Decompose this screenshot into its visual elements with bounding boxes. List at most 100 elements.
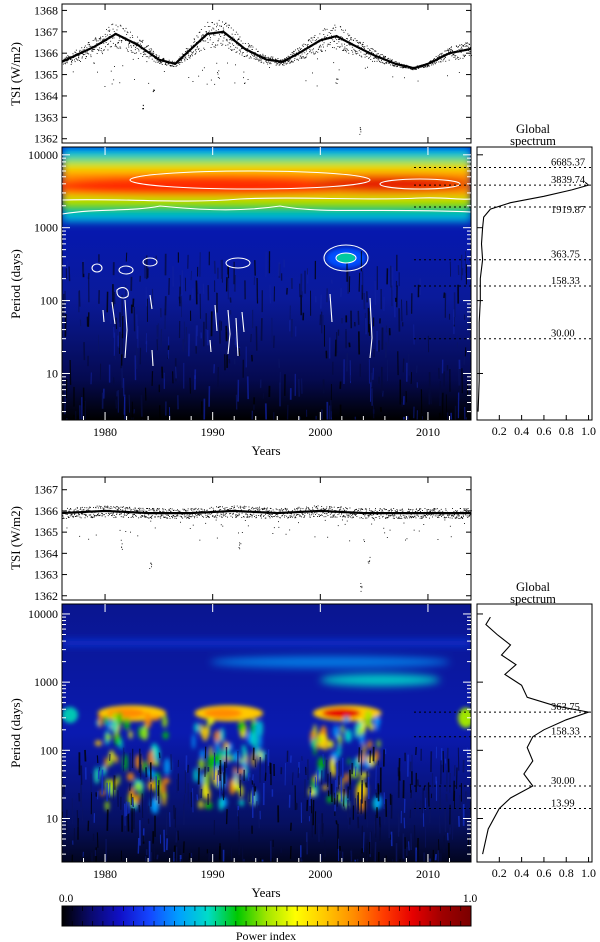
tsi-point [423,514,425,516]
tsi-dip-point [368,562,370,564]
tsi-point [433,58,434,60]
tsi-point [223,29,225,31]
tsi-point [142,56,144,57]
tsi-point [117,508,119,510]
tsi-point [370,59,372,60]
tsi-point [445,517,446,519]
tsi-point [201,508,203,510]
tsi-point [105,46,106,48]
tsi-point [70,508,71,509]
tsi-point [383,56,384,58]
tsi-point [87,516,88,518]
tsi-point [77,507,78,509]
tsi-point [241,54,243,56]
tsi-point [144,53,145,55]
wavelet-feature-blob [151,797,159,815]
tsi-point [357,510,359,512]
tsi-point [82,513,84,515]
tsi-point [165,62,166,64]
tsi-point [91,45,93,47]
wavelet-feature-blob [153,759,160,767]
tsi-dip-point [240,543,242,545]
wavelet-feature-blob [117,711,123,726]
tsi-point [436,508,438,510]
tsi-point [255,58,257,60]
tsi-point [411,516,413,517]
tsi-point [370,55,371,57]
tsi-point [307,45,308,47]
tsi-point [387,58,389,60]
tsi-point [379,61,380,62]
tsi-point [84,517,86,519]
tsi-point [128,42,130,43]
tsi-point [290,515,292,517]
tsi-point [232,49,234,51]
tsi-point [193,51,194,53]
tsi-point [108,43,109,45]
tsi-point [62,518,64,519]
tsi-point [223,35,225,36]
tsi-point [141,45,142,47]
tsi-point [380,511,382,513]
tsi-point [130,45,132,47]
tsi-point [348,52,350,54]
tsi-point [452,508,453,509]
tsi-point [455,517,457,519]
wavelet-noise-streak [434,854,437,861]
tsi-point [292,52,294,54]
tsi-point [301,44,303,46]
tsi-point [115,24,117,26]
tsi-point [314,512,316,514]
tsi-dip-point [121,546,123,548]
tsi-point [173,65,175,67]
tsi-point [212,27,214,29]
tsi-point [93,62,95,64]
tsi-point [334,510,336,511]
tsi-y-tick-label: 1367 [34,25,58,39]
tsi-point [279,517,281,519]
tsi-point [76,510,78,512]
tsi-point [333,516,335,518]
tsi-point [323,508,325,510]
tsi-point [377,53,379,55]
tsi-point [275,514,276,516]
wavelet-feature-blob [98,712,103,728]
tsi-point [351,514,353,516]
tsi-point [244,43,246,44]
tsi-trend-line [61,509,471,515]
tsi-point [93,49,94,50]
tsi-point [148,57,150,59]
tsi-point [109,513,111,514]
tsi-point [429,510,431,512]
tsi-point [373,58,375,59]
tsi-point [140,507,142,509]
tsi-point [341,43,343,45]
tsi-point [209,507,211,509]
tsi-point [346,508,348,509]
tsi-point [350,39,352,41]
tsi-point [285,63,287,65]
tsi-point [66,57,68,58]
wavelet-feature-blob [311,777,316,792]
tsi-point [376,513,378,515]
tsi-point [63,518,65,519]
tsi-point [253,513,255,515]
tsi-point [207,21,209,23]
tsi-point [264,508,266,509]
tsi-point [102,53,103,55]
tsi-point [211,22,213,23]
tsi-point [256,58,257,60]
tsi-point [199,31,201,33]
tsi-point [195,53,197,54]
tsi-point [98,38,100,40]
tsi-point [80,517,82,519]
wavelet-feature-blob [199,749,206,759]
tsi-point [352,514,354,515]
tsi-point [377,58,379,60]
tsi-point [229,42,231,44]
wavelet-feature-blob [255,720,260,736]
tsi-point [432,64,434,66]
tsi-point [246,516,248,518]
wavelet-feature-blob [366,755,373,764]
